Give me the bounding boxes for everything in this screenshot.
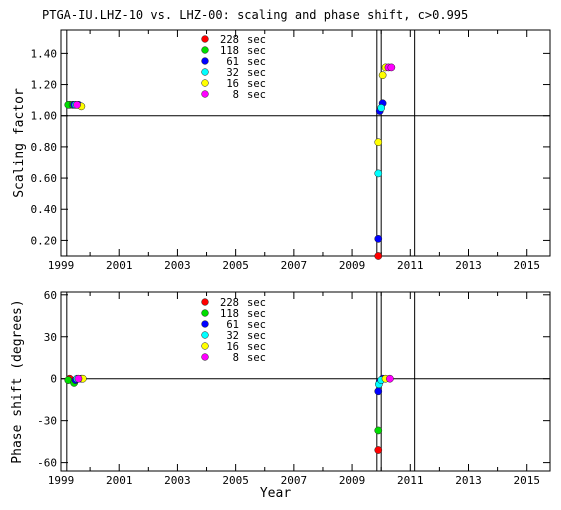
legend-marker <box>201 309 209 317</box>
legend-label: sec <box>247 34 266 46</box>
x-tick-label: 2013 <box>455 474 482 487</box>
legend-label: sec <box>247 330 266 342</box>
y-tick-label: 1.40 <box>31 47 58 60</box>
legend-label: sec <box>247 89 266 101</box>
legend-label: 32 <box>226 67 239 79</box>
x-tick-label: 2015 <box>513 474 540 487</box>
data-point <box>374 169 383 178</box>
x-tick-label: 2007 <box>281 474 308 487</box>
legend-label: sec <box>247 45 266 57</box>
x-tick-label: 2009 <box>339 474 366 487</box>
x-tick-label: 2005 <box>222 259 249 272</box>
y-axis-label: Scaling factor <box>12 88 27 198</box>
legend-marker <box>201 298 209 306</box>
legend-label: sec <box>247 319 266 331</box>
y-tick-label: 30 <box>44 331 57 344</box>
data-point <box>74 374 83 383</box>
y-tick-label: 0 <box>50 373 57 386</box>
data-point <box>377 104 386 112</box>
x-tick-label: 2011 <box>397 259 424 272</box>
legend-label: 228 <box>220 34 239 46</box>
legend-marker <box>201 68 209 76</box>
legend-marker <box>201 90 209 98</box>
panel-2: 1999 2001 2003 2005 2007 2009 2011 2013 2015 60 30… <box>10 289 551 501</box>
y-axis-label: Phase shift (degrees) <box>10 299 25 463</box>
legend-label: sec <box>247 78 266 90</box>
plot-frame <box>60 29 551 257</box>
data-point <box>374 252 383 260</box>
chart-title: PTGA-IU.LHZ-10 vs. LHZ-00: scaling and p… <box>42 8 468 22</box>
y-tick-label: 1.00 <box>31 110 58 123</box>
y-tick-label: 60 <box>44 289 57 302</box>
data-point <box>374 387 383 396</box>
legend-label: 61 <box>226 319 239 331</box>
legend-marker <box>201 320 209 328</box>
x-tick-label: 2013 <box>455 259 482 272</box>
plot-frame <box>60 291 551 472</box>
y-tick-label: 0.80 <box>31 141 58 154</box>
legend-label: 8 <box>233 89 239 101</box>
legend-label: 16 <box>226 341 239 353</box>
y-tick-label: 1.20 <box>31 79 58 92</box>
x-tick-label: 2011 <box>397 474 424 487</box>
legend-marker <box>201 46 209 54</box>
data-point <box>374 446 383 454</box>
legend-marker <box>201 342 209 350</box>
data-point <box>374 235 383 243</box>
legend-label: sec <box>247 308 266 320</box>
y-tick-label: 0.40 <box>31 203 58 216</box>
x-tick-label: 2003 <box>164 259 191 272</box>
legend-label: sec <box>247 56 266 68</box>
panel-1: 1999 2001 2003 2005 2007 2009 2011 2013 2015 0.20… <box>12 29 551 272</box>
x-tick-label: 1999 <box>48 259 75 272</box>
legend-label: sec <box>247 67 266 79</box>
legend-label: 32 <box>226 330 239 342</box>
data-point <box>387 63 396 72</box>
x-tick-label: 2005 <box>222 474 249 487</box>
x-axis-label: Year <box>260 486 291 501</box>
legend-label: 118 <box>220 308 239 320</box>
legend-label: 8 <box>233 352 239 364</box>
data-point <box>378 71 387 80</box>
x-tick-label: 2001 <box>106 474 133 487</box>
data-point <box>386 374 394 383</box>
x-tick-label: 2003 <box>164 474 191 487</box>
legend-label: 61 <box>226 56 239 68</box>
y-tick-label: 0.60 <box>31 172 58 185</box>
y-tick-label: -60 <box>37 457 57 470</box>
data-point <box>73 100 81 109</box>
x-tick-label: 1999 <box>48 474 75 487</box>
legend-marker <box>201 79 209 87</box>
x-tick-label: 2009 <box>339 259 366 272</box>
legend-label: sec <box>247 297 266 309</box>
legend-label: 118 <box>220 45 239 57</box>
legend-marker <box>201 57 209 65</box>
x-tick-label: 2001 <box>106 259 133 272</box>
legend-marker <box>201 331 209 339</box>
data-point <box>374 426 383 435</box>
legend-label: sec <box>247 352 266 364</box>
legend-label: sec <box>247 341 266 353</box>
legend-marker <box>201 35 209 43</box>
y-tick-label: 0.20 <box>31 234 58 247</box>
legend-label: 16 <box>226 78 239 90</box>
x-tick-label: 2007 <box>281 259 308 272</box>
legend-label: 228 <box>220 297 239 309</box>
x-tick-label: 2015 <box>513 259 540 272</box>
data-point <box>374 138 383 147</box>
y-tick-label: -30 <box>37 415 57 428</box>
legend-marker <box>201 353 209 361</box>
